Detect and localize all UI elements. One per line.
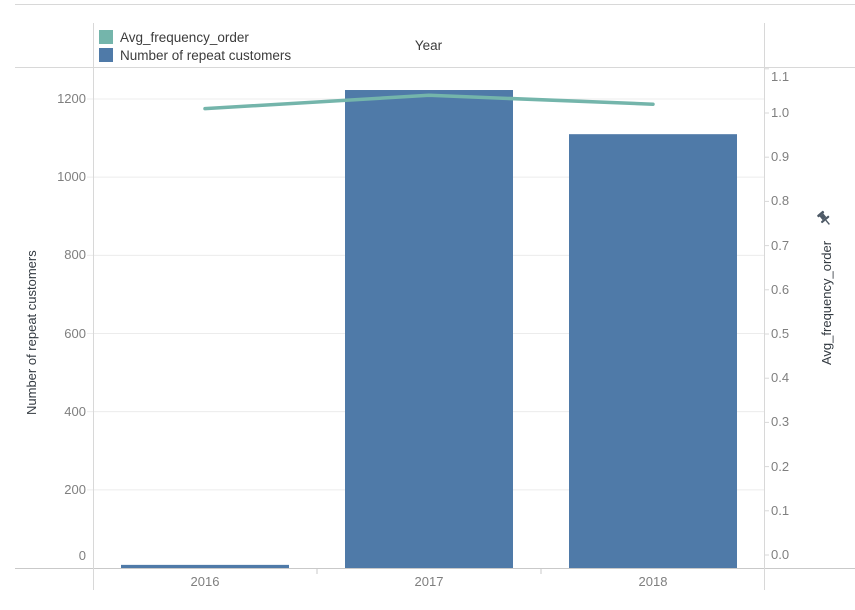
left-tick-label-400: 400 xyxy=(64,403,86,419)
legend-label-line: Avg_frequency_order xyxy=(120,29,249,45)
legend-swatch-bar-icon xyxy=(99,48,113,62)
right-tick-label-0.0: 0.0 xyxy=(771,547,790,562)
chart-title: Year xyxy=(414,38,443,53)
legend-item-bar[interactable]: Number of repeat customers xyxy=(99,46,291,64)
x-category-label-2016[interactable]: 2016 xyxy=(190,574,220,589)
right-tick-label-0.9: 0.9 xyxy=(771,149,790,165)
left-tick-label-200: 200 xyxy=(64,481,86,497)
legend: Avg_frequency_order Number of repeat cus… xyxy=(99,28,291,64)
pin-icon xyxy=(814,209,834,229)
x-category-label-2017[interactable]: 2017 xyxy=(414,574,444,589)
right-tick-label-0.3: 0.3 xyxy=(771,414,790,430)
bar-2016[interactable] xyxy=(121,564,289,568)
right-tick-label-1.1: 1.1 xyxy=(771,69,790,84)
right-tick-label-0.5: 0.5 xyxy=(771,326,790,341)
legend-item-line[interactable]: Avg_frequency_order xyxy=(99,28,291,46)
left-tick-label-800: 800 xyxy=(64,247,86,263)
left-tick-label-600: 600 xyxy=(64,325,86,341)
right-axis-title: Avg_frequency_order xyxy=(819,240,834,366)
legend-swatch-line-icon xyxy=(99,30,113,44)
right-tick-label-1.0: 1.0 xyxy=(771,105,790,120)
bar-2017[interactable] xyxy=(345,90,513,568)
left-tick-label-1000: 1000 xyxy=(57,169,86,185)
right-tick-label-0.7: 0.7 xyxy=(771,237,790,253)
left-tick-label-1200: 1200 xyxy=(57,91,86,106)
x-category-label-2018[interactable]: 2018 xyxy=(638,574,668,589)
right-tick-label-0.4: 0.4 xyxy=(771,370,790,386)
right-tick-label-0.1: 0.1 xyxy=(771,502,790,518)
bar-2018[interactable] xyxy=(569,134,737,569)
left-tick-label-0: 0 xyxy=(78,548,86,563)
right-tick-label-0.2: 0.2 xyxy=(771,458,790,474)
legend-label-bar: Number of repeat customers xyxy=(120,47,292,63)
right-tick-label-0.6: 0.6 xyxy=(771,281,790,297)
line-avg-frequency-order[interactable] xyxy=(203,93,655,111)
right-tick-label-0.8: 0.8 xyxy=(771,193,790,209)
